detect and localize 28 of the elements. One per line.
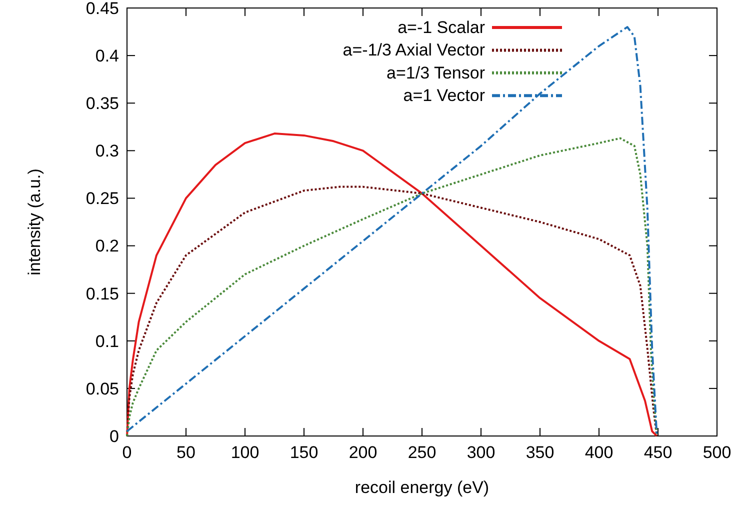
x-tick-label: 200 — [348, 443, 378, 462]
y-tick-label: 0 — [110, 426, 119, 446]
legend-label: a=-1 Scalar — [398, 18, 486, 37]
x-tick-label: 50 — [176, 443, 196, 462]
x-tick-label: 150 — [290, 443, 318, 462]
x-tick-label: 450 — [644, 443, 672, 462]
y-tick-label: 0.25 — [86, 189, 119, 208]
x-axis-title: recoil energy (eV) — [354, 478, 490, 497]
x-tick-label: 300 — [466, 443, 496, 462]
line-series — [126, 186, 658, 437]
y-tick-label: 0.2 — [95, 236, 119, 256]
legend-label: a=-1/3 Axial Vector — [342, 40, 486, 60]
legend-label: a=1/3 Tensor — [386, 63, 486, 82]
x-tick-label: 350 — [526, 443, 554, 462]
x-tick-label: 100 — [230, 443, 260, 462]
y-tick-label: 0.4 — [95, 46, 119, 66]
y-tick-label: 0.3 — [95, 142, 119, 161]
legend-label: a=1 Vector — [403, 86, 486, 106]
y-tick-label: 0.15 — [86, 284, 119, 304]
y-tick-label: 0.05 — [86, 379, 119, 398]
x-tick-label: 250 — [408, 443, 436, 462]
y-axis-title: intensity (a.u.) — [25, 168, 44, 276]
x-tick-label: 0 — [122, 443, 132, 462]
y-tick-label: 0.45 — [86, 0, 119, 18]
y-tick-label: 0.35 — [86, 94, 119, 114]
y-tick-label: 0.1 — [95, 332, 119, 351]
x-tick-label: 400 — [584, 443, 614, 462]
x-tick-label: 500 — [702, 443, 732, 462]
